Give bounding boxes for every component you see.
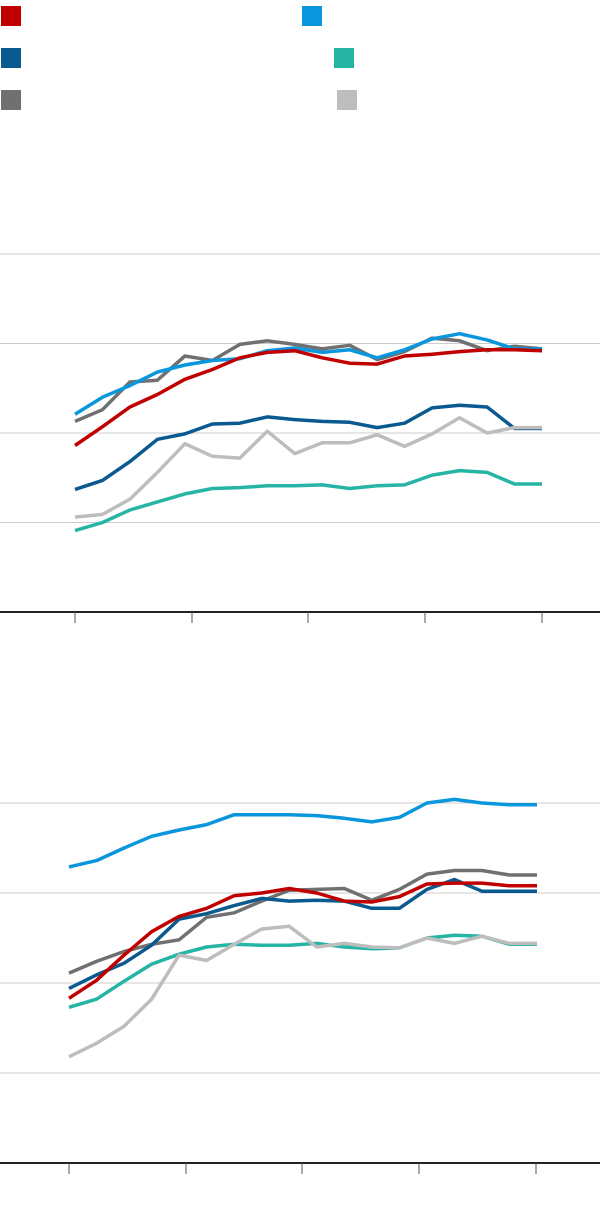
series-line xyxy=(74,468,542,533)
series-line xyxy=(74,331,542,416)
series-line xyxy=(68,881,537,1000)
chart-1 xyxy=(0,253,600,623)
series-line xyxy=(74,416,542,519)
series-line xyxy=(68,797,537,869)
legend-swatch xyxy=(1,90,21,110)
legend-swatch xyxy=(1,48,21,68)
series-line xyxy=(68,924,537,1059)
legend-swatch xyxy=(334,48,354,68)
legend-swatch xyxy=(302,6,322,26)
series-line xyxy=(68,933,537,1009)
chart-2 xyxy=(0,797,600,1174)
legend-swatch xyxy=(337,90,357,110)
series-line xyxy=(74,403,542,492)
legend-swatch xyxy=(1,6,21,26)
legend xyxy=(0,0,600,120)
series-line xyxy=(74,348,543,447)
series-line xyxy=(74,336,543,424)
